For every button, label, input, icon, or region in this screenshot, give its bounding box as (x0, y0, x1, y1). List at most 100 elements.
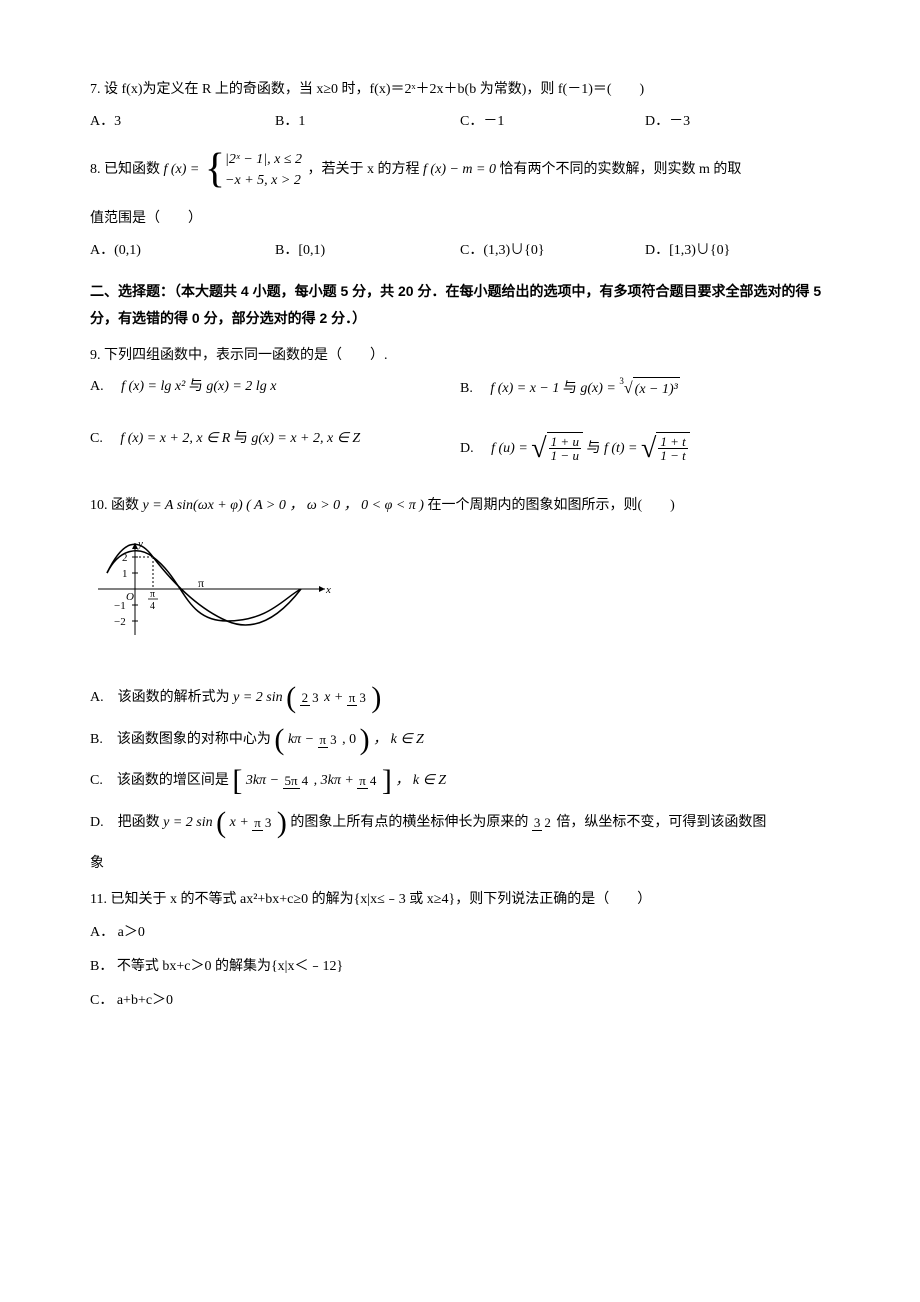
q10a-f1d: 3 (310, 690, 321, 705)
q11-opt-a: A． a＞0 (90, 923, 830, 943)
q10d-post: 倍，纵坐标不变，可得到该函数图 (556, 815, 766, 830)
question-9: 9. 下列四组函数中，表示同一函数的是（ ）. (90, 346, 830, 366)
q9-opt-c: C. f (x) = x + 2, x ∈ R 与 g(x) = x + 2, … (90, 429, 460, 468)
q9b-f: f (x) = x − 1 (490, 381, 559, 396)
q10-graph: 2 1 −1 −2 O π 4 π x y (90, 537, 335, 639)
q9b-mid: 与 (563, 381, 581, 396)
q10-opt-b: B. 该函数图象的对称中心为 ( kπ − π3 , 0 ) ， k ∈ Z (90, 730, 830, 750)
q9-opt-a: A. f (x) = lg x² 与 g(x) = 2 lg x (90, 377, 460, 400)
q11-number: 11. (90, 892, 107, 907)
q9-text: 下列四组函数中，表示同一函数的是（ ）. (104, 348, 388, 363)
q9a-mid: 与 (189, 379, 207, 394)
q10d-fn: π (252, 815, 263, 831)
q8-opt-a: A．(0,1) (90, 241, 275, 261)
q10a-f2n: π (347, 690, 358, 706)
q8-pre: 已知函数 (104, 162, 160, 177)
lparen-icon: ( (286, 681, 296, 714)
q9d-fpre: f (u) = (491, 440, 531, 455)
q11-opt-b: B． 不等式 bx+c＞0 的解集为{x|x＜﹣12} (90, 957, 830, 977)
section-2-header: 二、选择题：（本大题共 4 小题，每小题 5 分，共 20 分．在每小题给出的选… (90, 278, 830, 331)
q9a-g: g(x) = 2 lg x (206, 379, 276, 394)
rparen-icon: ) (277, 805, 287, 838)
q9-opt-d: D. f (u) = √1 + u1 − u 与 f (t) = √1 + t1… (460, 429, 830, 468)
q10a-x: x + (324, 690, 347, 705)
q7-text: 设 f(x)为定义在 R 上的奇函数，当 x≥0 时，f(x)＝2ˣ＋2x＋b(… (104, 82, 644, 97)
q9d-den1: 1 − u (549, 449, 581, 462)
q10-fn: y = A sin(ωx + φ) (143, 498, 243, 513)
rparen-icon: ) (371, 681, 381, 714)
q7-number: 7. (90, 82, 101, 97)
q10-opt-c: C. 该函数的增区间是 [ 3kπ − 5π4 , 3kπ + π4 ] ， k… (90, 771, 830, 791)
q10c-f1d: 4 (300, 773, 311, 788)
sqrt-icon: √1 + t1 − t (641, 429, 690, 468)
q7-options: A．3 B．1 C．－1 D．－3 (90, 112, 830, 132)
q10c-mid: , 3kπ + (314, 773, 358, 788)
q9a-pre: A. (90, 379, 118, 394)
q10-cond: ( A > 0 ， ω > 0 ， 0 < φ < π ) (246, 498, 424, 513)
q10d-y: y = 2 sin (163, 815, 213, 830)
xtick-pi: π (198, 576, 204, 590)
question-8: 8. 已知函数 f (x) = { |2ˣ − 1|, x ≤ 2 −x + 5… (90, 149, 830, 191)
q10c-left: 3kπ − (246, 773, 283, 788)
q8-case2: −x + 5, x > 2 (225, 170, 302, 191)
q8-number: 8. (90, 162, 101, 177)
q8-opt-b: B．[0,1) (275, 241, 460, 261)
q9-number: 9. (90, 348, 101, 363)
sqrt-icon: √1 + u1 − u (531, 429, 583, 468)
q9c-f: f (x) = x + 2, x ∈ R (120, 431, 230, 446)
lparen-icon: ( (216, 805, 226, 838)
q10b-fd: 3 (328, 732, 339, 747)
q10d-cont: 象 (90, 854, 830, 874)
q9c-pre: C. (90, 431, 117, 446)
q9d-num2: 1 + t (658, 435, 687, 449)
q10-post: 在一个周期内的图象如图所示，则( ) (427, 498, 674, 513)
rbracket-icon: ] (382, 764, 392, 797)
x-label: x (325, 584, 331, 596)
q9-opt-b: B. f (x) = x − 1 与 g(x) = 3√(x − 1)³ (460, 377, 830, 400)
q10b-fn: π (318, 732, 329, 748)
q9b-gpre: g(x) = (580, 381, 619, 396)
q10d-f2d: 2 (542, 815, 553, 830)
q10d-pre: D. 把函数 (90, 815, 160, 830)
q10-opt-d: D. 把函数 y = 2 sin ( x + π3 ) 的图象上所有点的横坐标伸… (90, 813, 830, 833)
rparen-icon: ) (360, 722, 370, 755)
q9d-gpre: f (t) = (604, 440, 641, 455)
ytick-n1: −1 (114, 600, 126, 612)
y-label: y (137, 538, 143, 550)
q10a-y: y = 2 sin (233, 690, 283, 705)
q10d-mid: 的图象上所有点的横坐标伸长为原来的 (290, 815, 528, 830)
origin-label: O (126, 591, 134, 603)
q7-opt-d: D．－3 (645, 112, 830, 132)
q9d-num1: 1 + u (549, 435, 581, 449)
q10c-f2n: π (357, 773, 368, 789)
q9d-den2: 1 − t (658, 449, 687, 462)
xtick-pi4-num: π (150, 589, 155, 600)
q10d-x: x + (230, 815, 253, 830)
q9c-mid: 与 (234, 431, 252, 446)
q8-cases: |2ˣ − 1|, x ≤ 2 −x + 5, x > 2 (225, 149, 302, 191)
q10-pre: 函数 (111, 498, 139, 513)
question-11: 11. 已知关于 x 的不等式 ax²+bx+c≥0 的解为{x|x≤﹣3 或 … (90, 890, 830, 910)
q10a-f1n: 2 (300, 690, 311, 706)
question-7: 7. 设 f(x)为定义在 R 上的奇函数，当 x≥0 时，f(x)＝2ˣ＋2x… (90, 80, 830, 100)
q8-mid: ，若关于 x 的方程 (308, 162, 420, 177)
q8-fn-label: f (x) = (164, 160, 200, 180)
q11-text: 已知关于 x 的不等式 ax²+bx+c≥0 的解为{x|x≤﹣3 或 x≥4}… (110, 892, 651, 907)
q9b-rad: (x − 1)³ (633, 377, 680, 400)
q8-post: 恰有两个不同的实数解，则实数 m 的取 (499, 162, 741, 177)
q10b-pre: B. 该函数图象的对称中心为 (90, 732, 271, 747)
ytick-n2: −2 (114, 616, 126, 628)
q9d-mid: 与 (586, 440, 604, 455)
question-10: 10. 函数 y = A sin(ωx + φ) ( A > 0 ， ω > 0… (90, 496, 830, 516)
q9b-pre: B. (460, 381, 487, 396)
q8-cont: 值范围是（ ） (90, 209, 830, 229)
q10c-post: ， k ∈ Z (395, 773, 446, 788)
q9-options: A. f (x) = lg x² 与 g(x) = 2 lg x B. f (x… (90, 377, 830, 496)
q10c-pre: C. 该函数的增区间是 (90, 773, 229, 788)
q9a-f: f (x) = lg x² (121, 379, 185, 394)
q8-case1: |2ˣ − 1|, x ≤ 2 (225, 149, 302, 170)
q9c-g: g(x) = x + 2, x ∈ Z (251, 431, 360, 446)
q10b-post: ， k ∈ Z (373, 732, 424, 747)
q8-piecewise: { |2ˣ − 1|, x ≤ 2 −x + 5, x > 2 (205, 149, 302, 191)
q7-opt-a: A．3 (90, 112, 275, 132)
